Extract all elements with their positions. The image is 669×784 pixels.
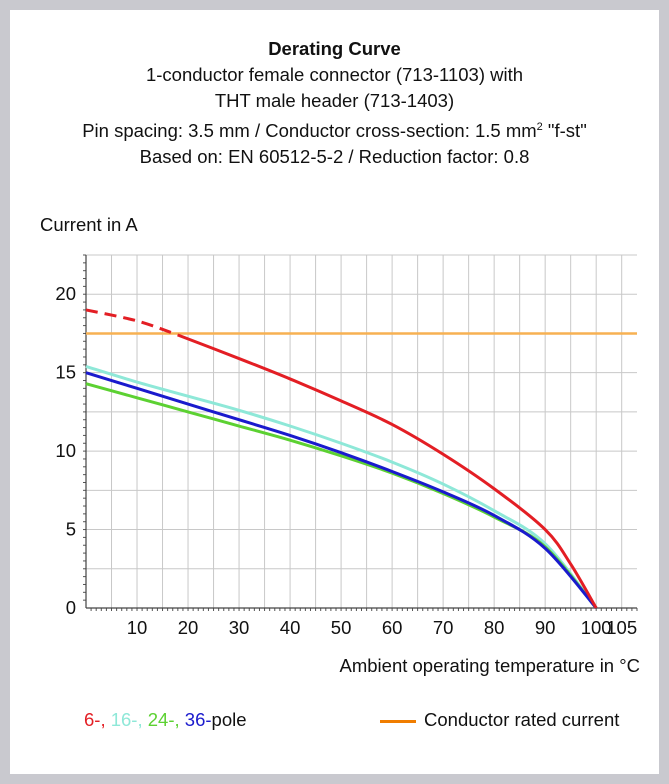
legend-series: 6-, 16-, 24-, 36-pole bbox=[84, 709, 247, 731]
series-6-pole-line-dashed bbox=[85, 308, 179, 337]
chart-titles: Derating Curve 1-conductor female connec… bbox=[0, 36, 669, 170]
x-tick-label: 40 bbox=[280, 617, 301, 638]
y-tick-label: 5 bbox=[66, 519, 76, 540]
chart-subtitle-2: THT male header (713-1403) bbox=[214, 90, 455, 111]
y-tick-label: 20 bbox=[55, 283, 76, 304]
chart-subtitle-1: 1-conductor female connector (713-1103) … bbox=[145, 64, 524, 85]
series-6-pole-line bbox=[177, 333, 598, 609]
series-36-pole-line bbox=[85, 371, 598, 609]
x-tick-label: 50 bbox=[331, 617, 352, 638]
chart-subtitle-3-suffix: "f-st" bbox=[542, 120, 587, 142]
legend-16-pole: 16- bbox=[110, 709, 138, 730]
chart-subtitle-3-sup: 2 bbox=[536, 121, 543, 133]
x-tick-label: 90 bbox=[535, 617, 556, 638]
x-tick-label: 105 bbox=[606, 617, 637, 638]
legend-6-pole: 6- bbox=[84, 709, 101, 730]
x-tick-label: 100 bbox=[581, 617, 612, 638]
x-tick-label: 70 bbox=[433, 617, 454, 638]
legend-reference-line bbox=[380, 719, 416, 723]
legend-pole-suffix: pole bbox=[211, 709, 247, 730]
y-axis-label: Current in A bbox=[40, 214, 138, 235]
legend-reference-label: Conductor rated current bbox=[424, 709, 620, 730]
x-axis-label: Ambient operating temperature in °C bbox=[339, 655, 640, 676]
chart-subtitle-3: Pin spacing: 3.5 mm / Conductor cross-se… bbox=[0, 114, 669, 144]
legend-sep-2: , bbox=[137, 709, 148, 730]
chart-subtitle-4: Based on: EN 60512-5-2 / Reduction facto… bbox=[139, 146, 530, 168]
y-tick-label: 10 bbox=[55, 440, 76, 461]
legend-36-pole: 36- bbox=[184, 709, 212, 730]
y-tick-label: 0 bbox=[66, 597, 76, 618]
y-tick-label: 15 bbox=[55, 362, 76, 383]
x-tick-label: 30 bbox=[229, 617, 250, 638]
x-tick-label: 20 bbox=[178, 617, 199, 638]
legend-sep-3: , bbox=[174, 709, 185, 730]
x-tick-label: 60 bbox=[382, 617, 403, 638]
legend-reference: Conductor rated current bbox=[380, 709, 619, 731]
chart-title: Derating Curve bbox=[268, 38, 401, 59]
legend-sep-1: , bbox=[100, 709, 111, 730]
chart-subtitle-3-text: Pin spacing: 3.5 mm / Conductor cross-se… bbox=[82, 120, 537, 142]
series-16-pole-line bbox=[85, 364, 598, 609]
x-tick-label: 10 bbox=[127, 617, 148, 638]
legend-24-pole: 24- bbox=[147, 709, 175, 730]
x-tick-label: 80 bbox=[484, 617, 505, 638]
